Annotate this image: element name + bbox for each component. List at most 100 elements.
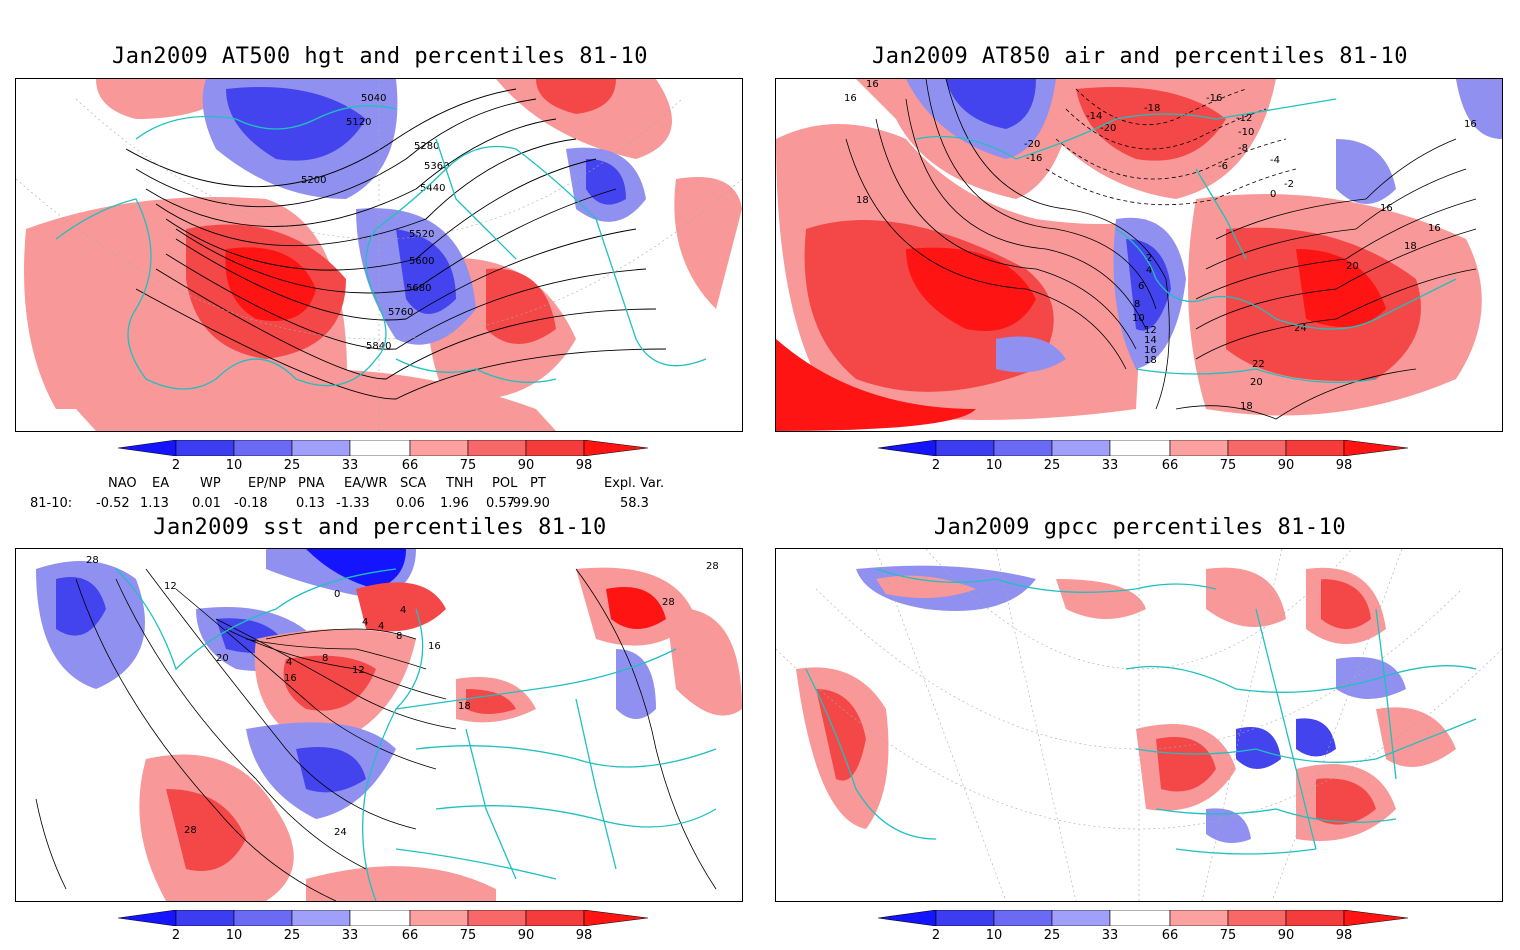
contour-label: 5760 [388,307,413,318]
contour-label: 12 [1144,325,1157,336]
colorbar-bottom-right: 2 10 25 33 66 75 90 98 [878,910,1408,950]
index-header: TNH [446,476,474,491]
colorbar-swatch [993,440,1053,456]
colorbar-tick-label: 2 [171,928,181,943]
colorbar-swatch [1109,440,1171,456]
map-panel-sst: 28 12 20 0 4 4 4 8 4 8 12 16 16 18 28 28… [15,548,743,902]
contour-label: 4 [378,621,384,632]
index-header: PT [530,476,546,491]
contour-label: 4 [400,605,406,616]
contour-label: -16 [1026,153,1042,164]
colorbar-tick-label: 98 [1335,928,1353,943]
colorbar-swatch [349,910,411,926]
panel-title-gpcc: Jan2009 gpcc percentiles 81-10 [933,515,1347,540]
colorbar-swatch [291,440,351,456]
colorbar-tick-label: 90 [1277,928,1295,943]
colorbar-swatch [233,440,293,456]
colorbar-tick-label: 33 [341,928,359,943]
contour-label: 20 [1346,261,1359,272]
contour-label: 2 [1146,253,1152,264]
contour-label: -6 [1218,161,1228,172]
contour-label: 0 [334,589,340,600]
contour-label: 5360 [424,161,449,172]
colorbar-tick-label: 25 [1043,928,1061,943]
colorbar-swatch [525,910,585,926]
colorbar-tick-label: 25 [1043,458,1061,473]
colorbar-tick-label: 2 [931,928,941,943]
index-value: -1.33 [336,496,370,511]
colorbar-tick-label: 75 [459,928,477,943]
colorbar-tick-label: 66 [1161,458,1179,473]
index-value: 58.3 [620,496,649,511]
coastlines [805,568,1477,855]
index-value: 0.01 [192,496,221,511]
index-value: 0.57 [486,496,515,511]
index-header: WP [200,476,221,491]
contour-label: 18 [856,195,869,206]
contour-label: 4 [362,617,368,628]
colorbar-tick-label: 25 [283,928,301,943]
colorbar-swatch [291,910,351,926]
contour-label: 22 [1252,359,1265,370]
contour-label: 14 [1144,335,1157,346]
colorbar-top-right: 2 10 25 33 66 75 90 98 [878,440,1408,480]
contour-label: -14 [1086,111,1102,122]
colorbar-swatch [175,910,235,926]
coastlines [55,105,707,390]
contour-label: 16 [1144,345,1157,356]
index-value: 1.96 [440,496,469,511]
colorbar-swatch [1343,440,1408,456]
contour-label: 0 [1270,189,1276,200]
contour-label: -10 [1238,127,1254,138]
contour-label: -12 [1236,113,1252,124]
colorbar-swatch [1169,440,1229,456]
contour-label: 18 [1144,355,1157,366]
index-value: 0.06 [396,496,425,511]
colorbar-tick-label: 66 [401,458,419,473]
colorbar-tick-label: 66 [401,928,419,943]
colorbar-swatch [878,910,937,926]
index-value: -0.52 [96,496,130,511]
colorbar-tick-label: 10 [225,458,243,473]
map-panel-air850: 16 16 16 18 -14 -20 -18 -16 -20 -16 -12 … [775,78,1503,432]
contour-label: 5600 [409,256,434,267]
map-panel-hgt500: 5040 5120 5200 5280 5360 5440 5520 5600 … [15,78,743,432]
contour-label: 28 [86,555,99,566]
contour-label: -2 [1284,179,1294,190]
index-header: EP/NP [248,476,286,491]
colorbar-tick-label: 2 [171,458,181,473]
colorbar-swatch [1227,440,1287,456]
contour-label: 5840 [366,341,391,352]
teleconnection-indices-table: 81-10: NAO EA WP EP/NP PNA EA/WR SCA TNH POL PT Ex… [0,474,760,514]
contour-label: 16 [866,79,879,90]
contour-label: 16 [284,673,297,684]
contour-label: 28 [662,597,675,608]
colorbar-swatch [1109,910,1171,926]
index-header: POL [492,476,518,491]
colorbar-tick-label: 10 [225,928,243,943]
contour-label: 5280 [414,141,439,152]
panel-title-air850: Jan2009 AT850 air and percentiles 81-10 [871,44,1409,69]
colorbar-tick-label: 33 [341,458,359,473]
contour-label: 6 [1138,281,1144,292]
contour-label: 5120 [346,117,371,128]
indices-row-label: 81-10: [30,496,73,511]
colorbar-tick-label: 10 [985,458,1003,473]
colorbar-tick-label: 75 [459,458,477,473]
contour-label: 20 [1250,377,1263,388]
colorbar-track [878,440,1408,456]
panel-title-sst: Jan2009 sst and percentiles 81-10 [153,515,607,540]
colorbar-swatch [118,440,177,456]
colorbar-tick-label: 90 [1277,458,1295,473]
contour-label: 18 [1240,401,1253,412]
contour-label: 5440 [420,183,445,194]
colorbar-tick-label: 25 [283,458,301,473]
index-value: -99.90 [508,496,550,511]
colorbar-track [118,440,648,456]
contour-label: 5200 [301,175,326,186]
colorbar-track [118,910,648,926]
colorbar-swatch [409,440,469,456]
contour-label: 24 [334,827,347,838]
contour-label: -20 [1100,123,1116,134]
coastlines [115,568,717,901]
